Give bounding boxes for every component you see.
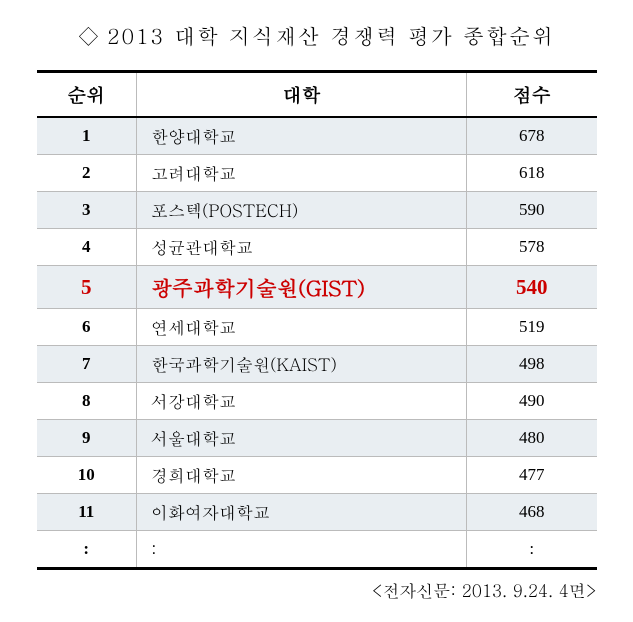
cell-rank: 1 xyxy=(37,117,137,155)
cell-rank: 6 xyxy=(37,309,137,346)
table-row: 4성균관대학교578 xyxy=(37,229,597,266)
table-header-row: 순위 대학 점수 xyxy=(37,72,597,118)
cell-university: 한양대학교 xyxy=(137,117,467,155)
cell-score: 540 xyxy=(467,266,597,309)
cell-score: 618 xyxy=(467,155,597,192)
cell-score: 678 xyxy=(467,117,597,155)
cell-rank: 4 xyxy=(37,229,137,266)
cell-rank: 3 xyxy=(37,192,137,229)
source-citation: <전자신문: 2013. 9.24. 4면> xyxy=(37,578,597,602)
table-row: 5광주과학기술원(GIST)540 xyxy=(37,266,597,309)
cell-university: 광주과학기술원(GIST) xyxy=(137,266,467,309)
ranking-table: 순위 대학 점수 1한양대학교6782고려대학교6183포스텍(POSTECH)… xyxy=(37,70,597,570)
header-score: 점수 xyxy=(467,72,597,118)
table-row: 3포스텍(POSTECH)590 xyxy=(37,192,597,229)
cell-score: 490 xyxy=(467,383,597,420)
cell-score: 480 xyxy=(467,420,597,457)
cell-rank: 7 xyxy=(37,346,137,383)
cell-rank: 8 xyxy=(37,383,137,420)
cell-university: 연세대학교 xyxy=(137,309,467,346)
cell-rank: 2 xyxy=(37,155,137,192)
cell-score: : xyxy=(467,531,597,569)
table-row: 10경희대학교477 xyxy=(37,457,597,494)
table-row: 2고려대학교618 xyxy=(37,155,597,192)
cell-university: 이화여자대학교 xyxy=(137,494,467,531)
title-diamond-icon: ◇ xyxy=(78,20,101,50)
cell-score: 519 xyxy=(467,309,597,346)
cell-rank: : xyxy=(37,531,137,569)
table-row: 1한양대학교678 xyxy=(37,117,597,155)
table-row: 11이화여자대학교468 xyxy=(37,494,597,531)
table-row: 8서강대학교490 xyxy=(37,383,597,420)
title-text: 2013 대학 지식재산 경쟁력 평가 종합순위 xyxy=(107,20,555,50)
cell-rank: 11 xyxy=(37,494,137,531)
cell-score: 498 xyxy=(467,346,597,383)
table-row: ::: xyxy=(37,531,597,569)
cell-score: 590 xyxy=(467,192,597,229)
cell-score: 578 xyxy=(467,229,597,266)
cell-university: 한국과학기술원(KAIST) xyxy=(137,346,467,383)
table-row: 7한국과학기술원(KAIST)498 xyxy=(37,346,597,383)
cell-university: 서울대학교 xyxy=(137,420,467,457)
cell-university: 포스텍(POSTECH) xyxy=(137,192,467,229)
cell-university: 성균관대학교 xyxy=(137,229,467,266)
cell-university: 서강대학교 xyxy=(137,383,467,420)
table-row: 9서울대학교480 xyxy=(37,420,597,457)
cell-rank: 9 xyxy=(37,420,137,457)
cell-university: : xyxy=(137,531,467,569)
header-rank: 순위 xyxy=(37,72,137,118)
cell-university: 고려대학교 xyxy=(137,155,467,192)
cell-rank: 5 xyxy=(37,266,137,309)
page-title: ◇2013 대학 지식재산 경쟁력 평가 종합순위 xyxy=(20,20,613,50)
header-university: 대학 xyxy=(137,72,467,118)
cell-rank: 10 xyxy=(37,457,137,494)
table-row: 6연세대학교519 xyxy=(37,309,597,346)
cell-university: 경희대학교 xyxy=(137,457,467,494)
cell-score: 477 xyxy=(467,457,597,494)
cell-score: 468 xyxy=(467,494,597,531)
